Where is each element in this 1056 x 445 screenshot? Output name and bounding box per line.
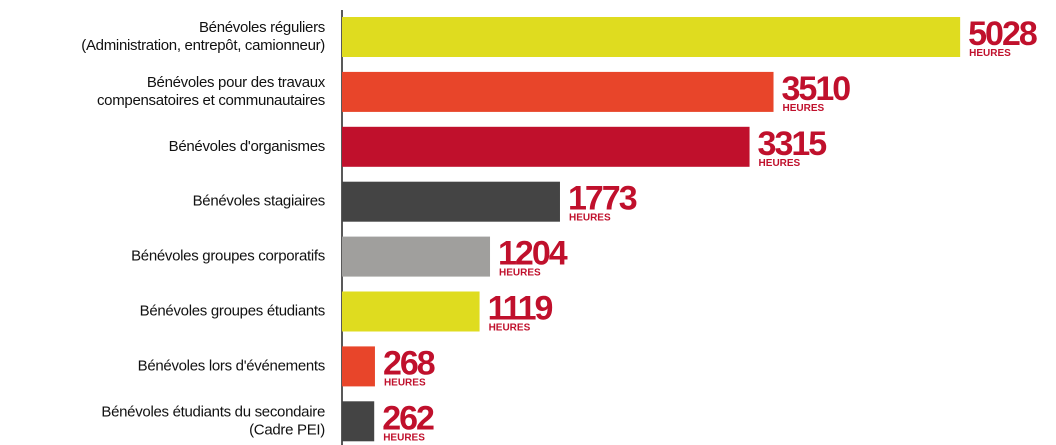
category-label: Bénévoles groupes corporatifs	[131, 248, 325, 265]
value-label: 5028	[968, 15, 1037, 53]
value-label: 1119	[488, 290, 553, 328]
bar	[342, 401, 375, 442]
unit-label: HEURES	[383, 432, 425, 443]
unit-label: HEURES	[499, 268, 541, 279]
unit-label: HEURES	[569, 213, 611, 224]
unit-label: HEURES	[759, 158, 801, 169]
category-label: Bénévoles stagiaires	[193, 193, 325, 210]
category-label: Bénévoles réguliers	[199, 19, 325, 36]
category-label: Bénévoles pour des travaux	[147, 74, 326, 91]
category-label: (Cadre PEI)	[249, 421, 325, 438]
bar	[342, 291, 480, 332]
unit-label: HEURES	[489, 323, 531, 334]
unit-label: HEURES	[783, 103, 825, 114]
value-label: 3510	[782, 70, 851, 108]
bar	[342, 346, 375, 387]
bar	[342, 17, 961, 57]
category-label: Bénévoles étudiants du secondaire	[101, 403, 325, 420]
unit-label: HEURES	[384, 377, 426, 388]
bar	[342, 181, 560, 222]
value-label: 268	[383, 344, 435, 382]
value-label: 1204	[498, 235, 568, 273]
category-label: Bénévoles d'organismes	[169, 138, 325, 155]
bar	[342, 71, 774, 112]
value-label: 3315	[758, 125, 827, 163]
category-label: (Administration, entrepôt, camionneur)	[81, 37, 325, 54]
unit-label: HEURES	[969, 48, 1011, 59]
category-label: Bénévoles groupes étudiants	[140, 302, 325, 319]
bar	[342, 126, 750, 167]
bar	[342, 236, 491, 277]
value-label: 262	[382, 399, 434, 437]
category-label: compensatoires et communautaires	[97, 92, 325, 109]
value-label: 1773	[568, 180, 637, 218]
category-label: Bénévoles lors d'événements	[138, 357, 325, 374]
